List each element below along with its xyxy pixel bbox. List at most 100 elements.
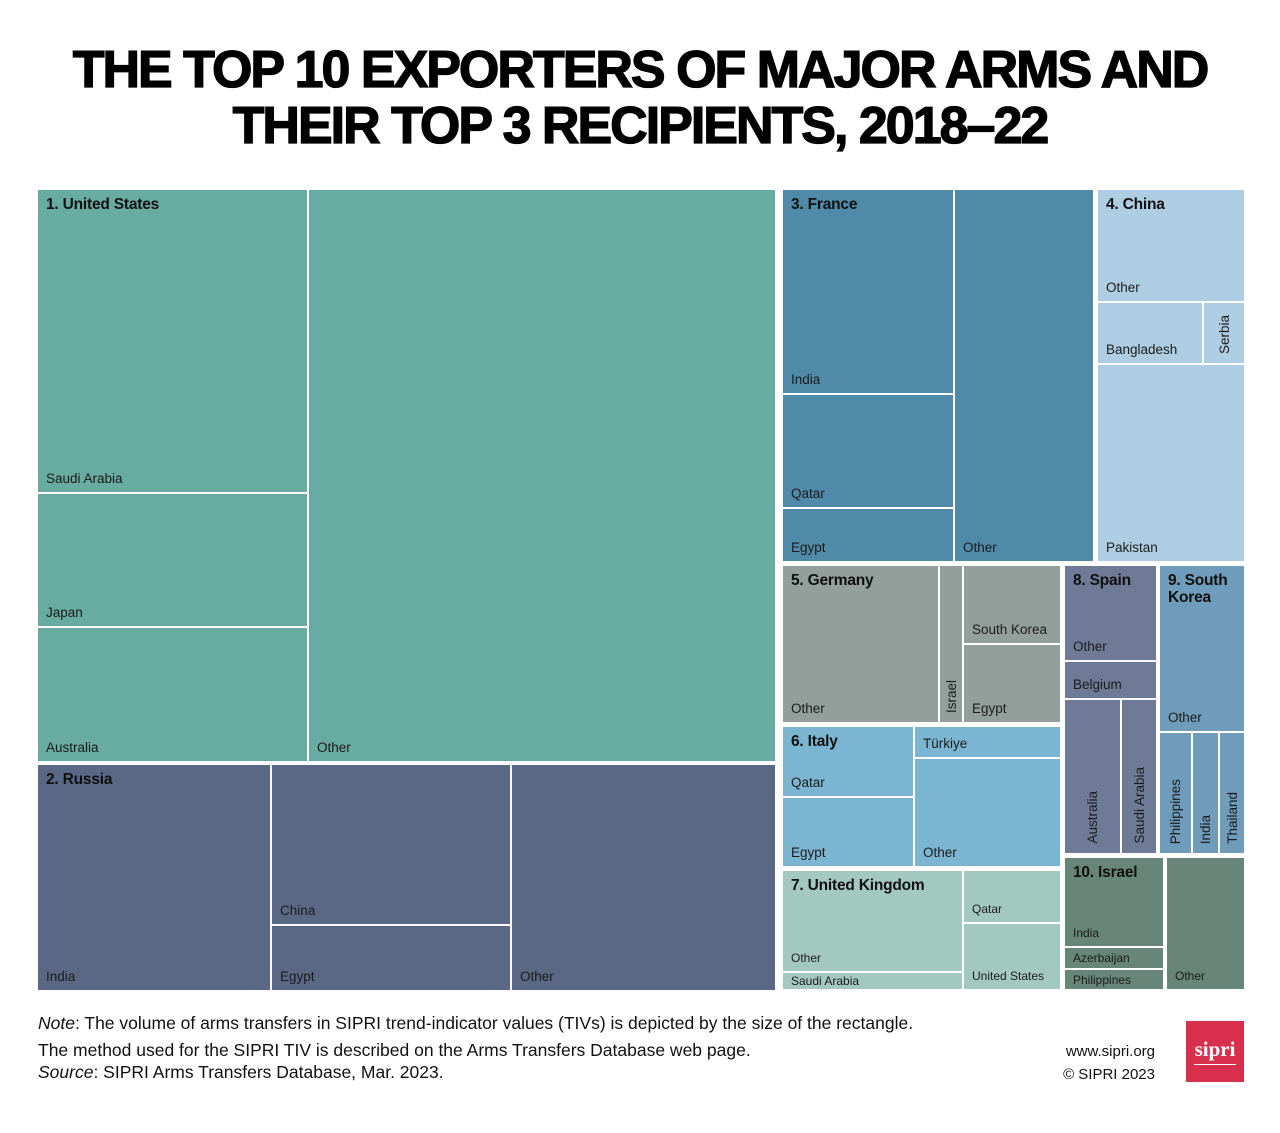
cell-us-japan: Japan bbox=[38, 494, 307, 626]
exporter-block-spain: 8. Spain Other Belgium Australia Saudi A… bbox=[1065, 566, 1156, 853]
recipient-label: Other bbox=[1073, 639, 1107, 654]
cell-spain-saudi-arabia: Saudi Arabia bbox=[1122, 700, 1156, 853]
cell-russia-other: Other bbox=[512, 765, 775, 990]
recipient-label-vertical: Thailand bbox=[1224, 792, 1240, 844]
recipient-label: Philippines bbox=[1073, 972, 1132, 987]
exporter-block-russia: 2. Russia India China Egypt Other bbox=[38, 765, 775, 990]
recipient-label: Other bbox=[791, 701, 825, 716]
recipient-label: Qatar bbox=[791, 486, 825, 501]
exporter-block-germany: 5. Germany Other Israel South Korea Egyp… bbox=[783, 566, 1060, 722]
exporter-title: 9. South Korea bbox=[1168, 572, 1228, 606]
recipient-label: Other bbox=[317, 740, 351, 755]
recipient-label: Saudi Arabia bbox=[46, 471, 123, 486]
note-line2: The method used for the SIPRI TIV is des… bbox=[38, 1040, 751, 1060]
exporter-title: 10. Israel bbox=[1073, 864, 1138, 881]
exporter-title: 5. Germany bbox=[791, 572, 874, 589]
recipient-label-vertical: Philippines bbox=[1168, 778, 1183, 844]
cell-china-bangladesh: Bangladesh bbox=[1098, 303, 1202, 363]
sipri-site-info: www.sipri.org © SIPRI 2023 bbox=[1063, 1040, 1155, 1086]
recipient-label: Bangladesh bbox=[1106, 342, 1178, 357]
recipient-label: Other bbox=[520, 969, 554, 984]
cell-us-other: Other bbox=[309, 190, 775, 761]
cell-china-pakistan: Pakistan bbox=[1098, 365, 1244, 561]
cell-italy-egypt: Egypt bbox=[783, 798, 913, 866]
cell-germany-egypt: Egypt bbox=[964, 645, 1060, 722]
recipient-label: Australia bbox=[46, 740, 99, 755]
cell-russia-egypt: Egypt bbox=[272, 926, 510, 990]
recipient-label: Egypt bbox=[791, 845, 826, 860]
exporter-title: 1. United States bbox=[46, 196, 160, 213]
cell-china-serbia: Serbia bbox=[1204, 303, 1244, 363]
exporter-block-china: 4. China Other Bangladesh Serbia Pakista… bbox=[1098, 190, 1244, 561]
note-text: : The volume of arms transfers in SIPRI … bbox=[74, 1013, 914, 1033]
cell-germany-south-korea: South Korea bbox=[964, 566, 1060, 643]
source-line: Source: SIPRI Arms Transfers Database, M… bbox=[38, 1062, 444, 1083]
recipient-label: India bbox=[1073, 926, 1100, 940]
sipri-logo-text: sipri bbox=[1193, 1038, 1237, 1065]
cell-russia-china: China bbox=[272, 765, 510, 924]
copyright: © SIPRI 2023 bbox=[1063, 1066, 1155, 1083]
cell-china-other: 4. China Other bbox=[1098, 190, 1244, 301]
exporter-block-italy: 6. Italy Qatar Egypt Türkiye Other bbox=[783, 727, 1060, 866]
exporter-title: 6. Italy bbox=[791, 733, 838, 750]
cell-uk-other: 7. United Kingdom Other bbox=[783, 871, 962, 971]
website-url: www.sipri.org bbox=[1065, 1043, 1155, 1060]
recipient-label-vertical: India bbox=[1198, 814, 1213, 844]
recipient-label: Egypt bbox=[972, 701, 1007, 716]
exporter-title: 3. France bbox=[791, 196, 858, 213]
cell-us-saudi-arabia: 1. United States Saudi Arabia bbox=[38, 190, 307, 492]
page-title-line1: THE TOP 10 EXPORTERS OF MAJOR ARMS AND bbox=[72, 41, 1210, 99]
recipient-label-vertical: Australia bbox=[1085, 791, 1100, 844]
recipient-label-vertical: Israel bbox=[943, 679, 959, 713]
recipient-label: South Korea bbox=[972, 622, 1048, 637]
page-title: THE TOP 10 EXPORTERS OF MAJOR ARMS AND T… bbox=[0, 41, 1280, 155]
cell-israel-other: Other bbox=[1167, 858, 1244, 989]
cell-france-india: 3. France India bbox=[783, 190, 953, 393]
exporter-title: 8. Spain bbox=[1073, 572, 1131, 589]
cell-france-qatar: Qatar bbox=[783, 395, 953, 507]
exporter-block-israel: 10. Israel India Azerbaijan Philippines … bbox=[1065, 858, 1244, 989]
recipient-label: India bbox=[46, 969, 76, 984]
recipient-label: Other bbox=[923, 845, 957, 860]
cell-italy-other: Other bbox=[915, 759, 1060, 866]
cell-italy-qatar: 6. Italy Qatar bbox=[783, 727, 913, 796]
cell-spain-other: 8. Spain Other bbox=[1065, 566, 1156, 660]
cell-israel-azerbaijan: Azerbaijan bbox=[1065, 948, 1163, 968]
cell-israel-philippines: Philippines bbox=[1065, 970, 1163, 989]
page-title-line2: THEIR TOP 3 RECIPIENTS, 2018–22 bbox=[232, 97, 1050, 155]
cell-spain-australia: Australia bbox=[1065, 700, 1120, 853]
recipient-label-vertical: Serbia bbox=[1216, 314, 1232, 354]
recipient-label: Other bbox=[1168, 710, 1202, 725]
exporter-block-united-states: 1. United States Saudi Arabia Japan Aust… bbox=[38, 190, 775, 761]
exporter-block-france: 3. France India Qatar Egypt Other bbox=[783, 190, 1093, 561]
recipient-label: Other bbox=[791, 951, 822, 965]
recipient-label: Azerbaijan bbox=[1073, 951, 1130, 965]
cell-germany-israel: Israel bbox=[940, 566, 962, 722]
recipient-label: Pakistan bbox=[1106, 540, 1158, 555]
recipient-label: Japan bbox=[46, 605, 83, 620]
cell-russia-india: 2. Russia India bbox=[38, 765, 270, 990]
cell-uk-united-states: United States bbox=[964, 924, 1060, 989]
cell-us-australia: Australia bbox=[38, 628, 307, 761]
footnote: Note: The volume of arms transfers in SI… bbox=[38, 1010, 1018, 1064]
exporter-title: 7. United Kingdom bbox=[791, 877, 925, 894]
cell-south-korea-thailand: Thailand bbox=[1220, 733, 1244, 853]
recipient-label: Egypt bbox=[280, 969, 315, 984]
source-label: Source bbox=[38, 1062, 94, 1082]
cell-italy-turkiye: Türkiye bbox=[915, 727, 1060, 757]
recipient-label: Other bbox=[1106, 280, 1140, 295]
cell-france-other: Other bbox=[955, 190, 1093, 561]
cell-germany-other: 5. Germany Other bbox=[783, 566, 938, 722]
recipient-label: China bbox=[280, 903, 316, 918]
cell-israel-india: 10. Israel India bbox=[1065, 858, 1163, 946]
cell-south-korea-other: 9. South Korea Other bbox=[1160, 566, 1244, 731]
recipient-label: Egypt bbox=[791, 540, 826, 555]
exporter-title: 2. Russia bbox=[46, 771, 113, 788]
recipient-label: Türkiye bbox=[923, 736, 968, 751]
exporter-block-south-korea: 9. South Korea Other Philippines India T… bbox=[1160, 566, 1244, 853]
cell-france-egypt: Egypt bbox=[783, 509, 953, 561]
sipri-logo: sipri bbox=[1186, 1021, 1244, 1082]
recipient-label: Belgium bbox=[1073, 677, 1122, 692]
exporter-block-united-kingdom: 7. United Kingdom Other Saudi Arabia Qat… bbox=[783, 871, 1060, 989]
